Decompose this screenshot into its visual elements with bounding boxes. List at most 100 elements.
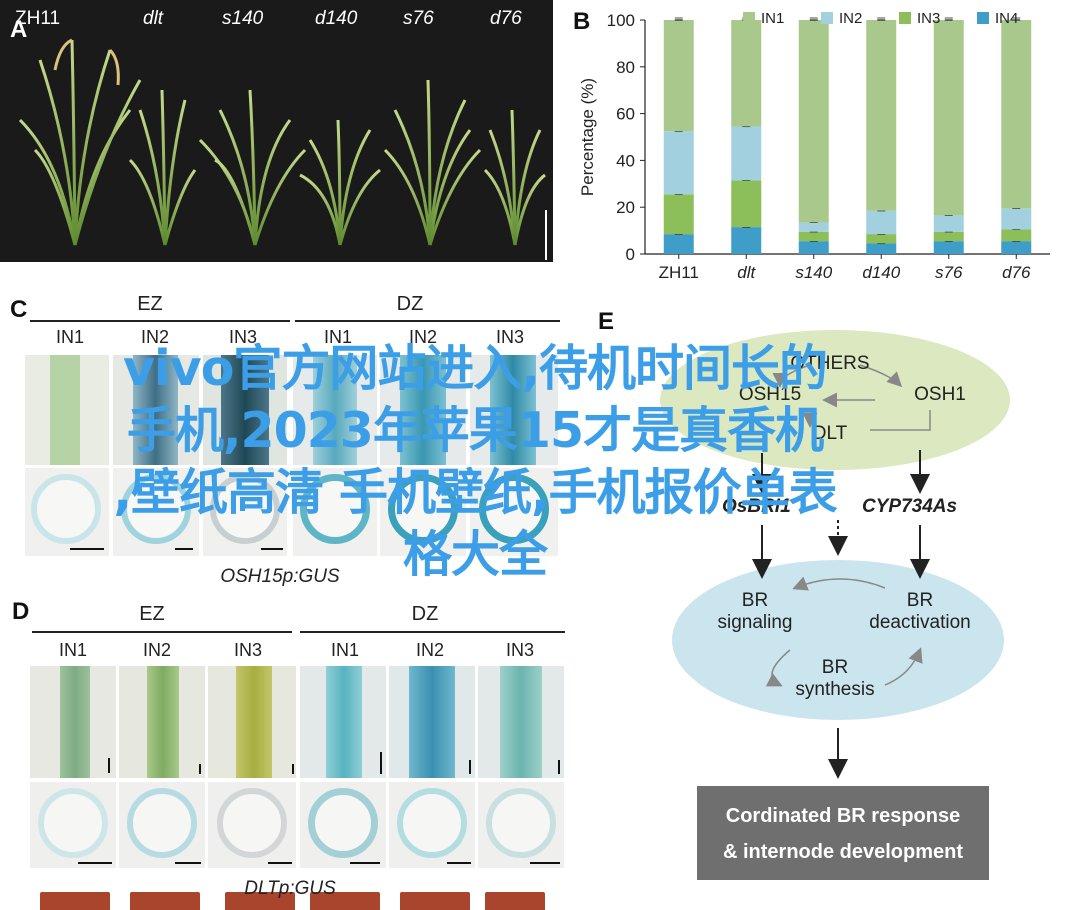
panel-a-letter: A	[10, 16, 28, 43]
stem-image	[293, 355, 377, 465]
bar-segment	[798, 20, 829, 223]
node-br-signaling: BR signaling	[700, 590, 810, 634]
bar-segment	[933, 215, 964, 232]
column-label: IN2	[408, 327, 437, 347]
column-label: IN1	[330, 640, 359, 660]
x-tick-label: ZH11	[659, 263, 699, 282]
bar-segment	[933, 231, 964, 242]
panel-e-letter: E	[598, 308, 615, 335]
node-cyp734as: CYP734As	[862, 496, 958, 517]
node-br-signaling-line2: signaling	[717, 612, 793, 633]
stem-image	[300, 666, 386, 778]
cross-section-image	[478, 782, 564, 868]
bar-segment	[798, 241, 829, 254]
group-underline	[295, 320, 560, 322]
legend-label: IN3	[917, 10, 940, 27]
legend-label: IN4	[995, 10, 1018, 27]
bar-segment	[731, 180, 762, 228]
node-br-deactivation-line1: BR	[906, 590, 934, 611]
group-title-dz: DZ	[396, 293, 424, 315]
plant-label: s140	[222, 8, 264, 29]
cross-section-image	[203, 468, 287, 556]
bar-segment	[933, 241, 964, 254]
bar-segment	[731, 126, 762, 181]
bar-segment	[731, 20, 762, 127]
stem-image	[203, 355, 287, 465]
cross-section-image	[208, 782, 296, 868]
node-br-synthesis: BR synthesis	[780, 657, 890, 701]
bar-segment	[663, 20, 694, 132]
column-label: IN3	[495, 327, 524, 347]
x-tick-label: s76	[935, 263, 963, 282]
bar-segment	[866, 20, 897, 211]
column-label: IN1	[323, 327, 352, 347]
node-br-deactivation: BR deactivation	[855, 590, 985, 634]
result-box: Cordinated BR response & internode devel…	[697, 786, 989, 880]
result-line1: Cordinated BR response	[725, 805, 961, 827]
bar-segment	[798, 231, 829, 242]
bar-segment	[866, 210, 897, 235]
node-br-synthesis-line1: BR	[821, 657, 849, 678]
bar-segment	[866, 234, 897, 244]
cross-section-image	[113, 468, 199, 556]
node-br-deactivation-line2: deactivation	[869, 612, 971, 633]
x-tick-label: dlt	[737, 263, 756, 282]
plant-label: dlt	[143, 8, 164, 29]
stem-image	[478, 666, 564, 778]
cross-section-image	[380, 468, 466, 556]
column-label: IN3	[233, 640, 262, 660]
plant-label: d76	[490, 8, 522, 29]
node-br-synthesis-line2: synthesis	[795, 679, 875, 700]
legend-swatch	[977, 12, 989, 24]
stacked-bar-chart: 0 20 40 60 80 100 Percentage (%) ZH11 dlt s140 d14…	[578, 10, 1050, 282]
y-axis-label: Percentage (%)	[578, 78, 597, 196]
y-tick-label: 100	[607, 11, 635, 30]
result-line2: & internode development	[722, 841, 964, 863]
plants-illustration	[18, 38, 547, 260]
legend-swatch	[743, 12, 755, 24]
node-osh15: OSH15	[738, 384, 802, 405]
bar-segment	[663, 234, 694, 254]
cross-section-image	[30, 782, 116, 868]
y-tick-label: 0	[626, 245, 635, 264]
bar-segment	[1001, 241, 1032, 254]
column-label: IN1	[58, 640, 87, 660]
column-label: IN2	[415, 640, 444, 660]
bar-segment	[663, 194, 694, 235]
column-label: IN3	[505, 640, 534, 660]
stem-image	[119, 666, 205, 778]
legend-label: IN2	[839, 10, 862, 27]
x-tick-label: s140	[795, 263, 832, 282]
cross-section-image	[300, 782, 386, 868]
stem-image	[25, 355, 109, 465]
node-dlt: DLT	[812, 423, 848, 444]
panel-d-caption: DLTp:GUS	[244, 878, 336, 899]
bar-segment	[866, 243, 897, 254]
bar-segment	[1001, 208, 1032, 230]
panel-d-letter: D	[12, 598, 30, 625]
y-tick-label: 60	[616, 105, 635, 124]
column-label: IN1	[55, 327, 84, 347]
cross-section-image	[293, 468, 377, 556]
bar-segment	[933, 20, 964, 216]
stem-image	[470, 355, 558, 465]
cross-section-image	[119, 782, 205, 868]
bar-segment	[663, 131, 694, 195]
plant-label: s76	[403, 8, 434, 29]
group-title-dz: DZ	[411, 603, 439, 625]
panel-c-letter: C	[10, 296, 28, 323]
node-others: OTHERS	[790, 353, 870, 374]
stem-image	[389, 666, 475, 778]
bar-segment	[1001, 20, 1032, 209]
y-tick-label: 80	[616, 58, 635, 77]
node-br-signaling-line1: BR	[741, 590, 769, 611]
diagram-arrows	[752, 364, 931, 779]
cross-section-image	[470, 468, 558, 556]
column-label: IN3	[228, 327, 257, 347]
column-label: IN2	[142, 640, 171, 660]
panel-a-photo: ZH11 dlt s140 d140 s76 d76	[0, 0, 553, 910]
bar-segment	[731, 227, 762, 254]
cross-section-image	[389, 782, 475, 868]
x-tick-label: d76	[1002, 263, 1031, 282]
legend-label: IN1	[761, 10, 784, 27]
